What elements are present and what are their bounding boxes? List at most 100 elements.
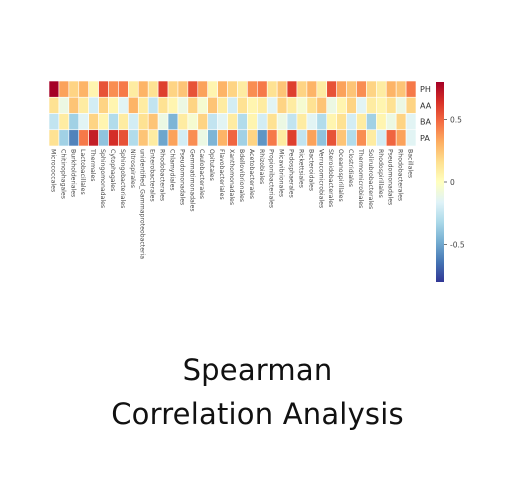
heatmap-cell	[217, 96, 228, 114]
heatmap-cell	[48, 129, 60, 147]
heatmap-cell	[137, 113, 149, 131]
heatmap-cell	[207, 96, 218, 114]
column-label: Pseudomonadales	[178, 149, 185, 205]
heatmap-cell	[326, 80, 337, 98]
colorbar-tick-label: 0	[450, 178, 455, 187]
heatmap-cell	[177, 129, 189, 147]
heatmap-cell	[266, 129, 278, 147]
heatmap-cell	[286, 80, 298, 98]
heatmap-cell	[266, 113, 278, 131]
heatmap-cell	[256, 80, 268, 98]
heatmap-cell	[137, 129, 149, 147]
heatmap-cell	[376, 96, 387, 114]
heatmap-cell	[157, 129, 169, 147]
heatmap-cell	[306, 80, 318, 98]
heatmap-cell	[128, 129, 139, 147]
heatmap-cell	[58, 96, 70, 114]
column-label: Propionibacteriales	[268, 149, 275, 208]
heatmap-cell	[306, 129, 318, 147]
heatmap-cell	[167, 129, 179, 147]
heatmap-cell	[197, 80, 208, 98]
heatmap-cell	[187, 129, 199, 147]
column-label: Rickettsiales	[297, 149, 304, 188]
heatmap-cell	[395, 129, 407, 147]
heatmap-cell	[286, 129, 298, 147]
heatmap-cell	[276, 96, 288, 114]
heatmap-cell	[78, 129, 89, 147]
heatmap-cell	[118, 96, 129, 114]
heatmap-cell	[276, 80, 288, 98]
heatmap-cell	[58, 129, 70, 147]
column-label: Flavobacteriales	[218, 149, 225, 200]
heatmap-cell	[187, 80, 199, 98]
heatmap-cell	[227, 96, 238, 114]
heatmap-cell	[147, 113, 159, 131]
column-label: Chlamydiales	[168, 149, 175, 191]
heatmap-cell	[177, 96, 189, 114]
heatmap-cell	[177, 113, 189, 131]
column-label: Solirubrobacterales	[367, 149, 374, 209]
column-label: Bacillales	[407, 149, 414, 178]
caption-line-2: Correlation Analysis	[111, 397, 404, 431]
heatmap-cell	[256, 113, 268, 131]
heatmap-cell	[88, 113, 99, 131]
column-label: Caulobacterales	[198, 149, 205, 199]
column-label: Cytophagales	[109, 149, 116, 191]
heatmap-cell	[128, 96, 139, 114]
heatmap-cell	[207, 80, 218, 98]
heatmap-cell	[316, 80, 328, 98]
colorbar	[436, 82, 444, 282]
column-label: Acetobacterales	[248, 149, 255, 199]
heatmap-cell	[306, 113, 318, 131]
column-label: Micrococcales	[49, 149, 56, 192]
heatmap-cell	[356, 80, 367, 98]
heatmap-cell	[78, 96, 89, 114]
heatmap-cell	[147, 129, 159, 147]
row-label: AA	[420, 101, 432, 110]
heatmap-cell	[227, 129, 238, 147]
caption-line-1: Spearman	[182, 353, 333, 387]
column-label: Rhodobacterales	[159, 149, 166, 201]
column-label: unidentified_Gammaproteobacteria	[139, 149, 146, 259]
heatmap-cell	[88, 129, 99, 147]
heatmap-cell	[366, 129, 377, 147]
heatmap-cell	[326, 96, 337, 114]
column-label: Rhodospirillales	[377, 149, 384, 198]
heatmap-cell	[98, 96, 109, 114]
heatmap-cell	[395, 113, 407, 131]
heatmap-cell	[237, 113, 248, 131]
heatmap-cell	[366, 80, 377, 98]
heatmap-cell	[385, 96, 397, 114]
heatmap-cell	[385, 113, 397, 131]
heatmap-cell	[187, 96, 199, 114]
heatmap-cell	[296, 129, 308, 147]
column-label: Lactobacillales	[79, 149, 86, 195]
heatmap-cell	[376, 80, 387, 98]
heatmap-cell	[296, 80, 308, 98]
heatmap-cells	[48, 80, 417, 147]
heatmap-cell	[217, 80, 228, 98]
heatmap-cell	[157, 80, 169, 98]
column-label: Chitinophagales	[59, 149, 66, 199]
column-label: Bacteroidales	[307, 149, 314, 191]
heatmap-cell	[356, 129, 367, 147]
column-label: Xanthomonadales	[228, 149, 235, 205]
heatmap-cell	[316, 96, 328, 114]
column-label: Bdellovibrionales	[238, 149, 245, 202]
heatmap-cell	[266, 96, 278, 114]
heatmap-cell	[108, 96, 119, 114]
heatmap-cell	[336, 80, 347, 98]
column-label: Thermomicrobiales	[357, 148, 364, 208]
heatmap-cell	[98, 113, 109, 131]
heatmap-cell	[48, 80, 60, 98]
column-label: Enterobacterales	[149, 149, 156, 202]
heatmap-cell	[157, 113, 169, 131]
heatmap-chart: PH AA BA PA Micrococcales Chitinophagales Burk…	[48, 80, 465, 282]
heatmap-cell	[405, 129, 417, 147]
heatmap-cell	[346, 129, 357, 147]
heatmap-cell	[167, 96, 179, 114]
heatmap-cell	[385, 129, 397, 147]
heatmap-cell	[177, 80, 189, 98]
heatmap-cell	[346, 96, 357, 114]
heatmap-cell	[118, 113, 129, 131]
